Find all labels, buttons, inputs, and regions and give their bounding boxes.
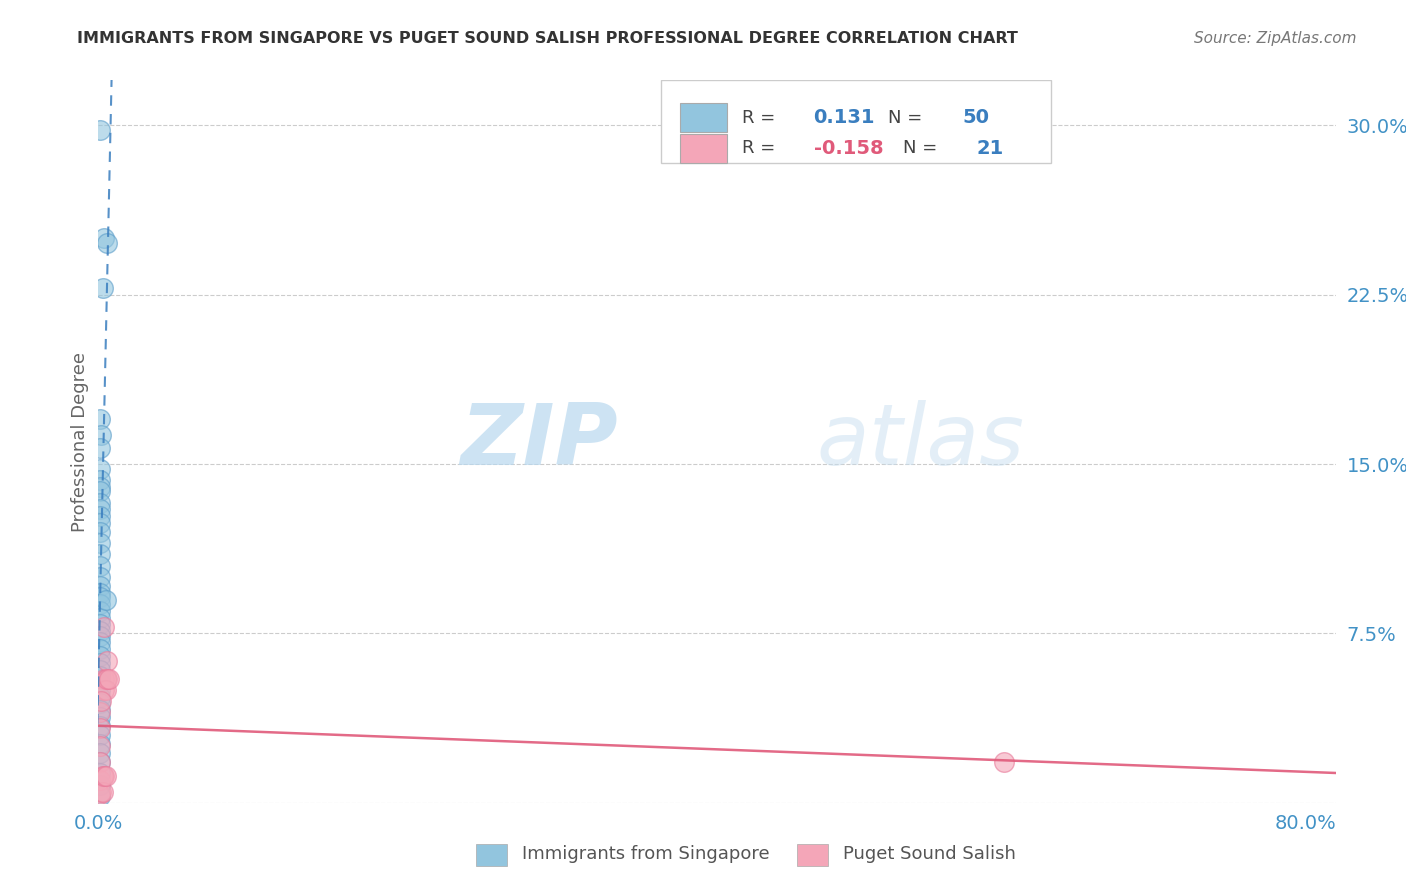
Point (93, 682, 115, 697)
Point (93, 672, 115, 686)
Point (89, 509, 111, 524)
Point (91, 769, 114, 783)
Point (89, 516, 111, 530)
Point (89, 663, 111, 677)
Text: Source: ZipAtlas.com: Source: ZipAtlas.com (1194, 31, 1357, 46)
Point (93, 231, 115, 245)
Point (89, 473, 111, 487)
Point (89, 766, 111, 780)
Text: 0.131: 0.131 (814, 108, 875, 128)
Point (89, 721, 111, 735)
Point (94, 672, 117, 686)
Text: R =: R = (742, 109, 775, 127)
Text: 50: 50 (962, 108, 988, 128)
FancyBboxPatch shape (661, 80, 1052, 163)
Point (89, 710, 111, 724)
Text: ZIP: ZIP (460, 400, 619, 483)
Point (89, 412, 111, 426)
Point (90, 694, 112, 708)
Point (89, 502, 111, 516)
Point (89, 690, 111, 704)
Point (89, 484, 111, 499)
Point (89, 495, 111, 509)
Point (89, 682, 111, 697)
Point (89, 624, 111, 639)
Point (94, 769, 117, 783)
Point (98, 672, 121, 686)
Text: IMMIGRANTS FROM SINGAPORE VS PUGET SOUND SALISH PROFESSIONAL DEGREE CORRELATION : IMMIGRANTS FROM SINGAPORE VS PUGET SOUND… (77, 31, 1018, 46)
Point (89, 737, 111, 751)
Point (89, 669, 111, 683)
Point (89, 480, 111, 494)
Point (89, 442, 111, 456)
Point (89, 789, 111, 803)
Text: -0.158: -0.158 (814, 139, 883, 158)
Point (89, 536, 111, 550)
FancyBboxPatch shape (475, 844, 506, 865)
Point (89, 524, 111, 539)
Text: N =: N = (887, 109, 922, 127)
Point (89, 617, 111, 632)
Point (93, 620, 115, 634)
Text: atlas: atlas (815, 400, 1024, 483)
Text: Puget Sound Salish: Puget Sound Salish (844, 845, 1017, 863)
FancyBboxPatch shape (797, 844, 828, 865)
Point (89, 778, 111, 792)
Point (91, 281, 114, 295)
FancyBboxPatch shape (681, 103, 727, 132)
Point (89, 648, 111, 663)
FancyBboxPatch shape (681, 134, 727, 163)
Point (89, 604, 111, 618)
Point (89, 728, 111, 742)
Point (89, 746, 111, 760)
Point (96, 672, 118, 686)
Point (89, 739, 111, 754)
Point (89, 706, 111, 720)
Point (89, 676, 111, 690)
Text: 21: 21 (977, 139, 1004, 158)
Point (96, 235, 118, 250)
Y-axis label: Professional Degree: Professional Degree (70, 351, 89, 532)
Point (89, 773, 111, 788)
Point (89, 610, 111, 624)
Point (89, 591, 111, 605)
Point (89, 586, 111, 600)
Point (89, 597, 111, 611)
Point (89, 697, 111, 711)
Point (89, 719, 111, 733)
Point (91, 784, 114, 798)
Point (89, 629, 111, 643)
Point (94, 592, 117, 607)
Point (89, 635, 111, 649)
Point (89, 755, 111, 769)
Point (89, 787, 111, 801)
Point (993, 755, 1015, 769)
Point (89, 642, 111, 657)
Point (90, 784, 112, 798)
Point (93, 769, 115, 783)
Point (89, 579, 111, 593)
Point (89, 656, 111, 670)
Point (89, 558, 111, 573)
Text: N =: N = (903, 139, 936, 157)
Point (94, 682, 117, 697)
Point (96, 654, 118, 668)
Text: Immigrants from Singapore: Immigrants from Singapore (522, 845, 769, 863)
Text: R =: R = (742, 139, 775, 157)
Point (89, 123, 111, 137)
Point (89, 461, 111, 475)
Point (89, 570, 111, 584)
Point (90, 427, 112, 442)
Point (89, 755, 111, 769)
Point (89, 703, 111, 717)
Point (89, 548, 111, 562)
